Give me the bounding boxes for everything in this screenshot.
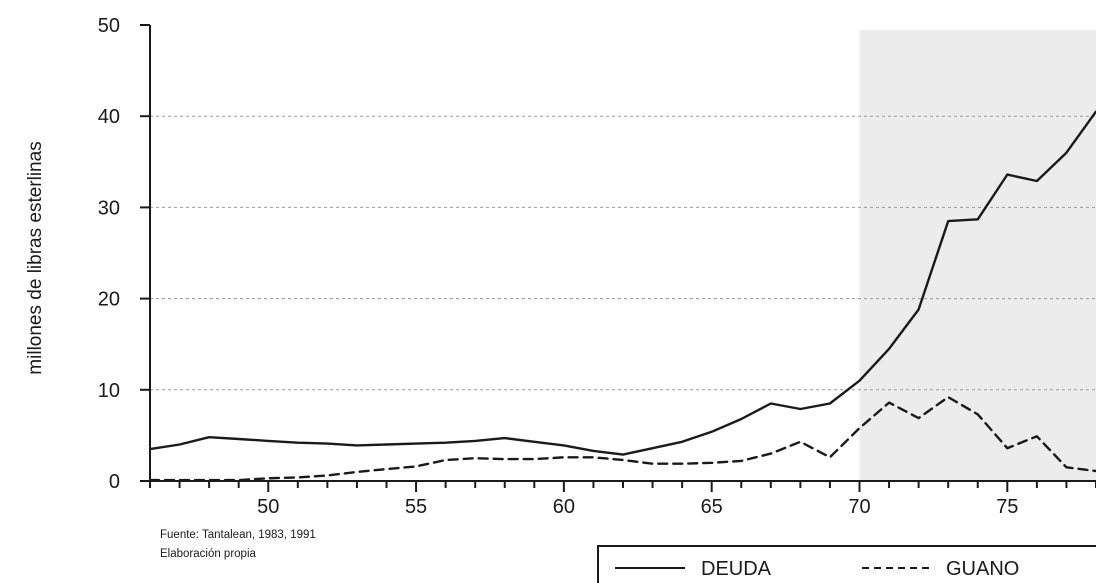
- x-tick-label-60: 60: [553, 496, 575, 518]
- legend-guano-label: GUANO: [946, 558, 1019, 580]
- y-tick-label-10: 10: [98, 380, 120, 402]
- y-tick-label-40: 40: [98, 106, 120, 128]
- y-tick-label-20: 20: [98, 289, 120, 311]
- x-tick-label-65: 65: [701, 496, 723, 518]
- series-line-deuda: [148, 110, 1096, 456]
- y-tick-label-30: 30: [98, 197, 120, 219]
- axes: [140, 24, 1096, 492]
- x-tick-label-55: 55: [405, 496, 427, 518]
- y-tick-label-50: 50: [98, 15, 120, 37]
- credit-note: Elaboración propia: [160, 548, 257, 560]
- legend: DEUDA GUANO: [597, 545, 1096, 583]
- legend-box: [597, 545, 1096, 583]
- legend-deuda-label: DEUDA: [701, 558, 772, 580]
- y-axis-label: millones de libras esterlinas: [25, 141, 46, 374]
- gridlines: [150, 115, 1096, 391]
- shaded-period: [859, 30, 1096, 481]
- series-line-guano: [148, 395, 1096, 482]
- x-tick-label-50: 50: [257, 496, 279, 518]
- x-tick-label-70: 70: [848, 496, 870, 518]
- tick-labels: 0 10 20 30 40 50 50 55 60 65 70 75: [98, 15, 1019, 518]
- y-tick-label-0: 0: [109, 471, 120, 493]
- source-note: Fuente: Tantalean, 1983, 1991: [160, 529, 316, 541]
- series-layer: [148, 110, 1096, 482]
- shaded-region-layer: [859, 30, 1096, 481]
- x-tick-label-75: 75: [996, 496, 1018, 518]
